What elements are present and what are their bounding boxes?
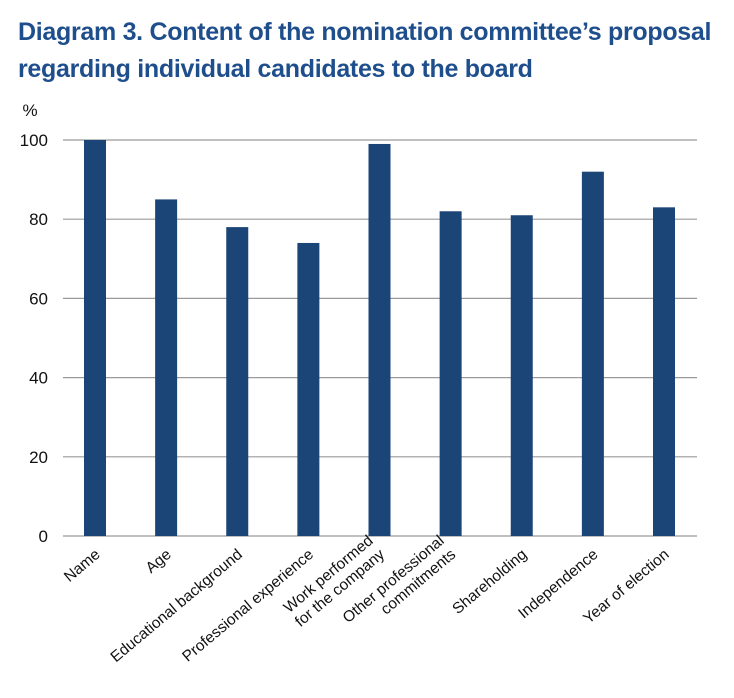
chart-title-line-2: regarding individual candidates to the b… bbox=[18, 55, 533, 83]
bar bbox=[653, 207, 675, 536]
bar bbox=[226, 227, 249, 536]
bar bbox=[581, 171, 604, 536]
chart-title: Diagram 3. Content of the nomination com… bbox=[18, 14, 718, 88]
bar bbox=[439, 211, 462, 536]
x-tick-label: Age bbox=[143, 546, 175, 577]
y-tick-label: 20 bbox=[29, 448, 48, 467]
bar bbox=[84, 140, 106, 536]
y-axis-label: % bbox=[22, 101, 37, 120]
y-tick-label: 80 bbox=[29, 210, 48, 229]
x-tick-label: Educational background bbox=[107, 546, 245, 666]
bar bbox=[368, 143, 391, 536]
x-tick-label: Name bbox=[61, 546, 104, 586]
y-tick-label: 60 bbox=[29, 289, 48, 308]
chart-title-line-1: Diagram 3. Content of the nomination com… bbox=[18, 18, 712, 46]
y-tick-label: 0 bbox=[39, 527, 48, 546]
bar bbox=[510, 215, 533, 537]
bar bbox=[155, 199, 178, 536]
y-axis-ticks: 0 20 40 60 80 100 bbox=[20, 131, 48, 546]
bars bbox=[84, 140, 675, 537]
y-tick-label: 40 bbox=[29, 369, 48, 388]
y-tick-label: 100 bbox=[20, 131, 48, 150]
bar bbox=[297, 242, 320, 536]
x-tick-label: Work performedfor the company bbox=[280, 532, 388, 630]
